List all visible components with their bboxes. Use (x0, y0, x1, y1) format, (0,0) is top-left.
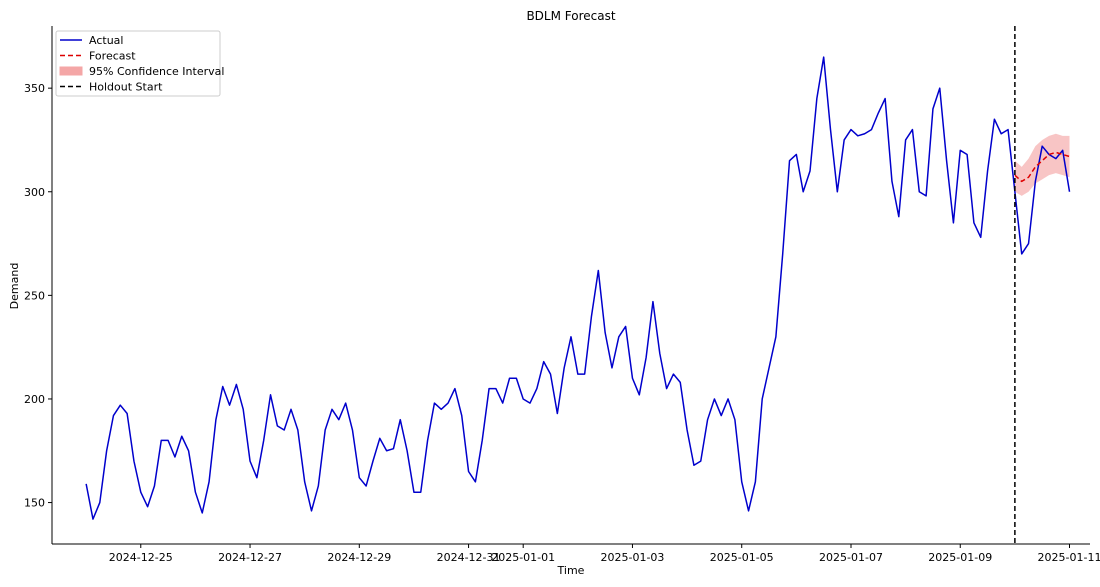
x-tick-label: 2024-12-29 (327, 551, 391, 564)
y-tick-label: 200 (24, 393, 45, 406)
x-axis-label: Time (557, 564, 585, 577)
legend: Actual Forecast 95% Confidence Interval Hol… (55, 30, 224, 97)
x-tick-label: 2025-01-09 (928, 551, 992, 564)
x-tick-label: 2025-01-03 (600, 551, 664, 564)
legend-entry-label: 95% Confidence Interval (89, 65, 224, 78)
x-tick-label: 2024-12-25 (109, 551, 173, 564)
x-tick-label: 2024-12-27 (218, 551, 282, 564)
x-tick-label: 2025-01-07 (819, 551, 883, 564)
chart-title: BDLM Forecast (526, 9, 615, 23)
y-axis-label: Demand (8, 263, 21, 310)
legend-entry-label: Actual (89, 34, 123, 47)
y-tick-label: 300 (24, 186, 45, 199)
x-tick-label: 2025-01-05 (710, 551, 774, 564)
y-tick-label: 250 (24, 289, 45, 302)
forecast-series-line (1014, 151, 1070, 183)
legend-swatch-ci (59, 66, 83, 76)
y-tick-label: 350 (24, 82, 45, 95)
x-tick-label: 2024-12-31 (437, 551, 501, 564)
x-tick-label: 2025-01-11 (1038, 551, 1100, 564)
legend-entry-label: Holdout Start (89, 81, 163, 94)
y-tick-label: 150 (24, 497, 45, 510)
axes: 150 200 250 300 350 2024-12-25 2024-12-27 2024-… (24, 26, 1100, 564)
actual-series-line (85, 56, 1071, 520)
x-tick-label: 2025-01-01 (491, 551, 555, 564)
legend-box (55, 30, 221, 97)
confidence-interval-band (1014, 133, 1070, 196)
plot-area (85, 26, 1071, 544)
legend-entry-label: Forecast (89, 50, 136, 63)
